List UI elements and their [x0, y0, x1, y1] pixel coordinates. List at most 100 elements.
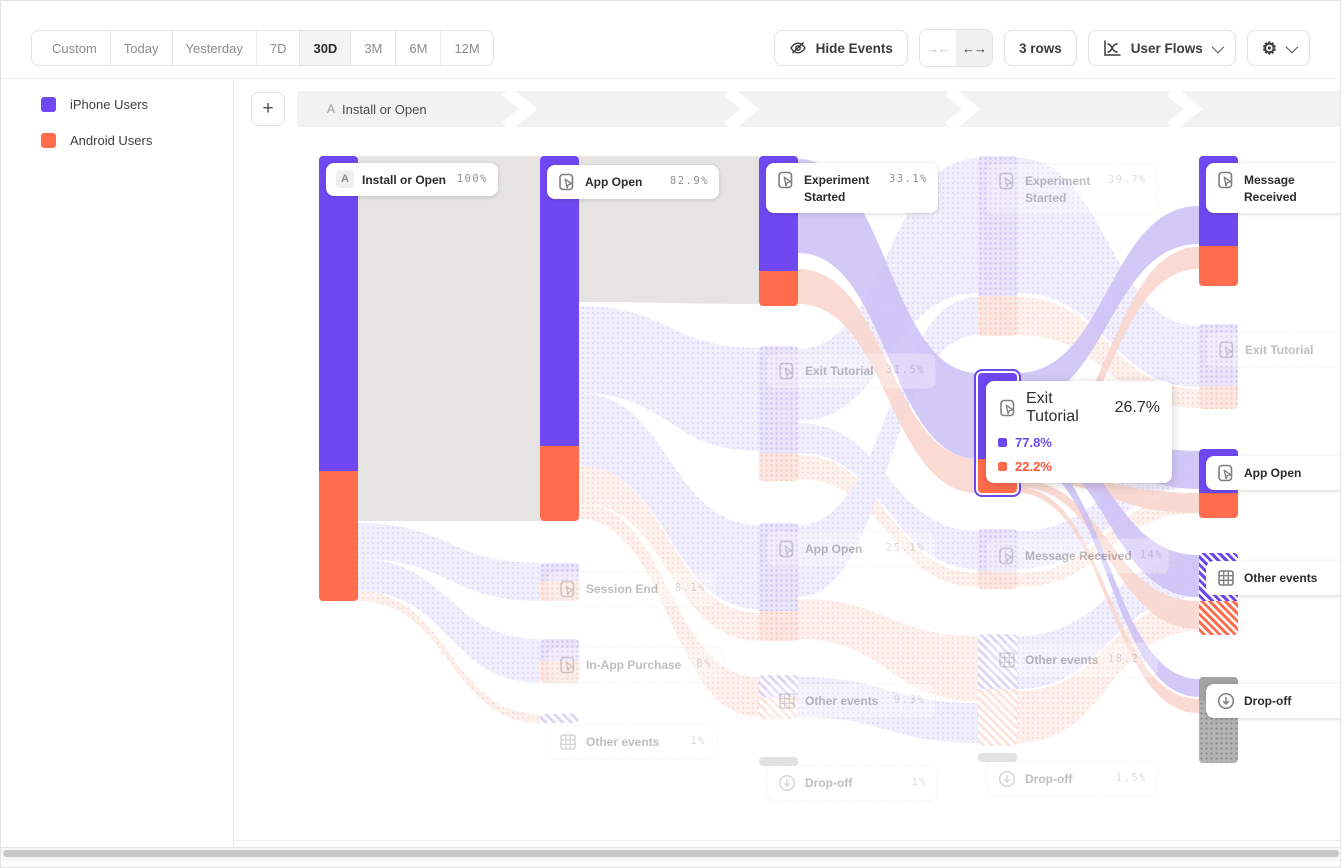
node-label: Message Received	[1244, 173, 1297, 204]
node-label: In-App Purchase	[586, 658, 682, 672]
sankey-link	[358, 156, 540, 521]
node-segment	[540, 446, 579, 521]
node-segment	[1199, 324, 1238, 386]
node-card-other2[interactable]: Other events 1%	[547, 724, 717, 760]
expand-columns-button[interactable]: ←→	[955, 30, 992, 66]
date-range-custom[interactable]: Custom	[32, 31, 110, 65]
node-segment	[978, 753, 1017, 762]
node-segment	[759, 757, 798, 766]
sankey-link	[358, 523, 540, 601]
date-range-30d[interactable]: 30D	[299, 31, 351, 65]
drop-off-icon	[777, 773, 797, 793]
node-label: Experiment Started	[804, 173, 870, 204]
node-card-appopen5[interactable]: App Open	[1206, 456, 1340, 490]
breakdown-swatch	[998, 462, 1007, 471]
sankey-node-bar-install[interactable]	[319, 156, 358, 601]
node-segment	[540, 639, 579, 661]
sankey-node-bar-appopen2[interactable]	[540, 156, 579, 521]
breadcrumb: A Install or Open	[297, 91, 1340, 127]
node-card-appopen3[interactable]: App Open 25.1%	[766, 531, 936, 567]
node-segment	[759, 271, 798, 306]
legend-item-iphone-users[interactable]: iPhone Users	[41, 97, 233, 112]
event-icon	[1216, 170, 1236, 190]
node-label: App Open	[805, 542, 863, 556]
date-range-label: 3M	[364, 40, 383, 56]
node-card-expstart3[interactable]: Experiment Started 33.1%	[766, 163, 938, 213]
date-range-label: 6M	[409, 40, 428, 56]
sankey-node-bar-expstart4[interactable]	[978, 156, 1017, 336]
sankey-link	[798, 297, 978, 597]
node-label: Experiment Started	[1025, 174, 1091, 205]
legend-sidebar: iPhone Users Android Users	[1, 79, 234, 847]
date-range-3m[interactable]: 3M	[350, 31, 396, 65]
node-segment	[1199, 386, 1238, 409]
node-card-appopen2[interactable]: App Open 82.9%	[547, 165, 719, 199]
legend-item-android-users[interactable]: Android Users	[41, 133, 233, 148]
node-card-install[interactable]: A Install or Open 100%	[326, 163, 498, 196]
date-range-today[interactable]: Today	[109, 31, 172, 65]
date-range-label: 7D	[269, 40, 287, 56]
rows-button[interactable]: 3 rows	[1003, 30, 1077, 66]
node-card-exit5[interactable]: Exit Tutorial	[1206, 332, 1340, 368]
node-card-drop3[interactable]: Drop-off 1%	[766, 765, 938, 801]
legend-swatch	[41, 97, 56, 112]
toolbar: Custom Today Yesterday 7D 30D 3M 6M 12M Hide Ev…	[1, 1, 1340, 79]
node-card-other4[interactable]: Other events 18.2%	[986, 642, 1158, 678]
node-card-msg5[interactable]: Message Received	[1206, 163, 1340, 213]
node-segment	[540, 156, 579, 446]
sankey-node-bar-appopen3[interactable]	[759, 523, 798, 641]
date-range-7d[interactable]: 7D	[255, 31, 300, 65]
node-segment	[978, 529, 1017, 571]
event-icon	[998, 398, 1018, 418]
sankey-link	[1017, 487, 1199, 713]
scrollbar-thumb[interactable]	[3, 850, 1339, 857]
add-step-button[interactable]: +	[251, 92, 285, 126]
node-segment	[978, 156, 1017, 296]
date-range-6m[interactable]: 6M	[395, 31, 441, 65]
event-icon	[558, 579, 578, 599]
node-tooltip-exit4: Exit Tutorial 26.7% 77.8% 22.2%	[986, 381, 1172, 483]
date-range-label: 12M	[454, 40, 480, 56]
node-card-msg4[interactable]: Message Received 14%	[986, 538, 1169, 574]
chart-bottom-divider	[234, 840, 1340, 841]
event-icon	[997, 546, 1017, 566]
date-range-label: 30D	[313, 40, 338, 56]
node-card-drop4[interactable]: Drop-off 1.5%	[986, 761, 1158, 797]
breakdown-value: 22.2%	[1015, 459, 1052, 474]
legend-label: iPhone Users	[70, 97, 149, 112]
grid-icon	[777, 691, 797, 711]
date-range-yesterday[interactable]: Yesterday	[171, 31, 256, 65]
breadcrumb-step-A[interactable]: A Install or Open	[327, 91, 427, 127]
node-card-exit3[interactable]: Exit Tutorial 31.5%	[766, 353, 936, 389]
sankey-node-bar-exit3[interactable]	[759, 346, 798, 481]
sankey-node-bar-drop4[interactable]	[978, 753, 1017, 762]
node-segment	[759, 675, 798, 697]
view-selector-button[interactable]: User Flows	[1087, 30, 1236, 66]
node-card-other5[interactable]: Other events	[1206, 561, 1340, 595]
sankey-node-bar-other2[interactable]	[540, 714, 579, 723]
hide-events-button[interactable]: Hide Events	[773, 30, 908, 66]
node-card-iap[interactable]: In-App Purchase 8%	[547, 647, 723, 683]
node-card-drop5[interactable]: Drop-off	[1206, 684, 1340, 718]
node-card-expstart4[interactable]: Experiment Started 39.7%	[986, 163, 1158, 215]
sankey-link	[1017, 297, 1199, 408]
toolbar-right: Hide Events →← ←→ 3 rows User Flows	[773, 29, 1310, 67]
sankey-node-bar-exit5[interactable]	[1199, 324, 1238, 409]
sankey-node-bar-other4[interactable]	[978, 634, 1017, 746]
node-label: Exit Tutorial	[1026, 390, 1079, 425]
node-pct: 1%	[690, 735, 706, 747]
event-icon	[1216, 463, 1236, 483]
node-segment	[1199, 246, 1238, 286]
settings-button[interactable]: ⚙	[1246, 30, 1310, 66]
date-range-12m[interactable]: 12M	[440, 31, 493, 65]
legend-label: Android Users	[70, 133, 153, 148]
sankey-node-bar-drop3[interactable]	[759, 757, 798, 766]
node-card-session[interactable]: Session End 8.1%	[547, 571, 717, 607]
sankey-node-bar-msg4[interactable]	[978, 529, 1017, 589]
sankey-link	[1017, 206, 1199, 403]
collapse-columns-button[interactable]: →←	[919, 30, 956, 66]
node-card-other3[interactable]: Other events 9.3%	[766, 683, 936, 719]
horizontal-scrollbar[interactable]	[1, 847, 1340, 861]
sankey-link	[1017, 480, 1199, 629]
